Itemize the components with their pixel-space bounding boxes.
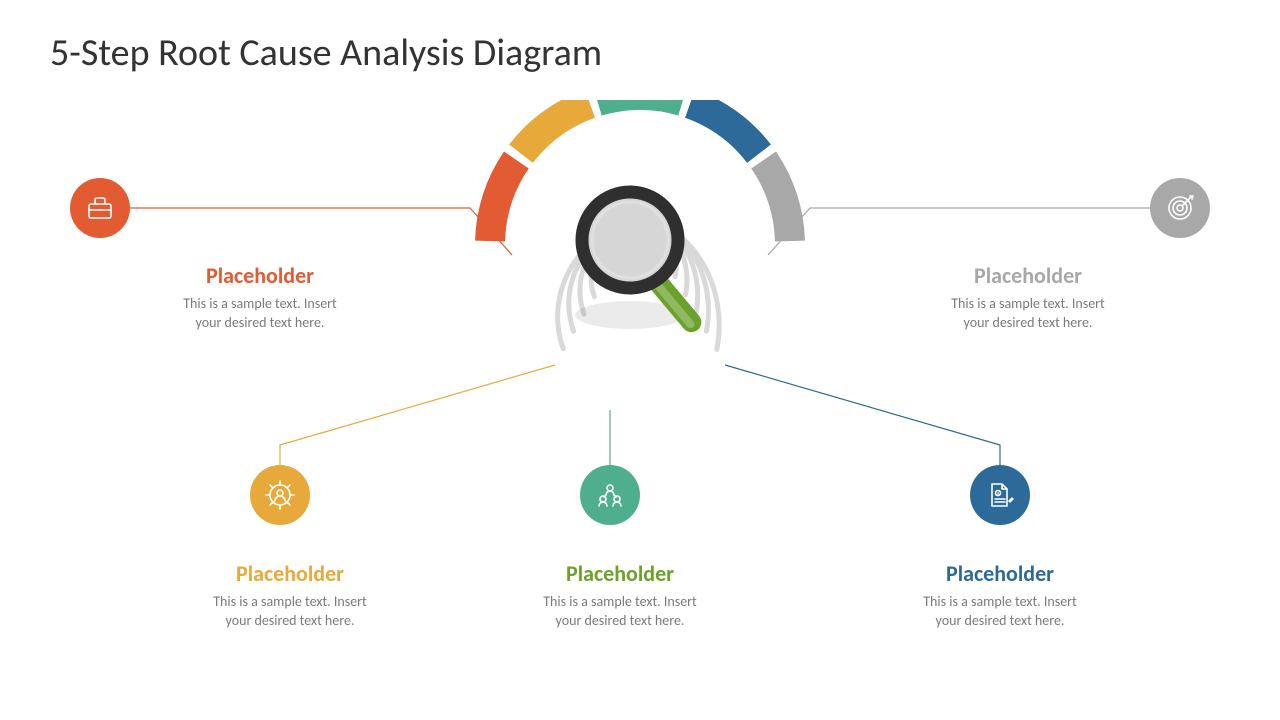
step5-label: Placeholder This is a sample text. Insert… (888, 262, 1168, 333)
step2-label: Placeholder This is a sample text. Insert… (160, 560, 420, 631)
step4-icon-badge: $ (970, 465, 1030, 525)
step3-arc (593, 100, 687, 116)
step3-icon-badge (580, 465, 640, 525)
step1-label: Placeholder This is a sample text. Insert… (120, 262, 400, 333)
step4-connector (725, 365, 1000, 495)
step3-title: Placeholder (490, 560, 750, 587)
step2-arc (509, 100, 595, 163)
slide: 5-Step Root Cause Analysis Diagram $ Pla… (0, 0, 1280, 720)
step2-body: This is a sample text. Insert your desir… (160, 593, 420, 631)
svg-text:$: $ (997, 491, 1000, 497)
step1-connector (100, 208, 512, 255)
step4-title: Placeholder (870, 560, 1130, 587)
step5-body: This is a sample text. Insert your desir… (888, 295, 1168, 333)
step2-connector (280, 365, 555, 495)
step4-label: Placeholder This is a sample text. Insert… (870, 560, 1130, 631)
step2-icon-badge (250, 465, 310, 525)
step5-connector (768, 208, 1180, 255)
step5-arc (751, 152, 805, 242)
rca-diagram: $ Placeholder This is a sample text. Inse… (0, 100, 1280, 720)
step2-title: Placeholder (160, 560, 420, 587)
step1-icon-badge (70, 178, 130, 238)
step1-title: Placeholder (120, 262, 400, 289)
step3-label: Placeholder This is a sample text. Insert… (490, 560, 750, 631)
step1-body: This is a sample text. Insert your desir… (120, 295, 400, 333)
page-title: 5-Step Root Cause Analysis Diagram (50, 30, 602, 76)
step3-body: This is a sample text. Insert your desir… (490, 593, 750, 631)
step5-icon-badge (1150, 178, 1210, 238)
step1-arc (475, 152, 529, 242)
step4-body: This is a sample text. Insert your desir… (870, 593, 1130, 631)
center-graphic (558, 192, 719, 349)
step5-title: Placeholder (888, 262, 1168, 289)
step4-arc (685, 100, 771, 163)
